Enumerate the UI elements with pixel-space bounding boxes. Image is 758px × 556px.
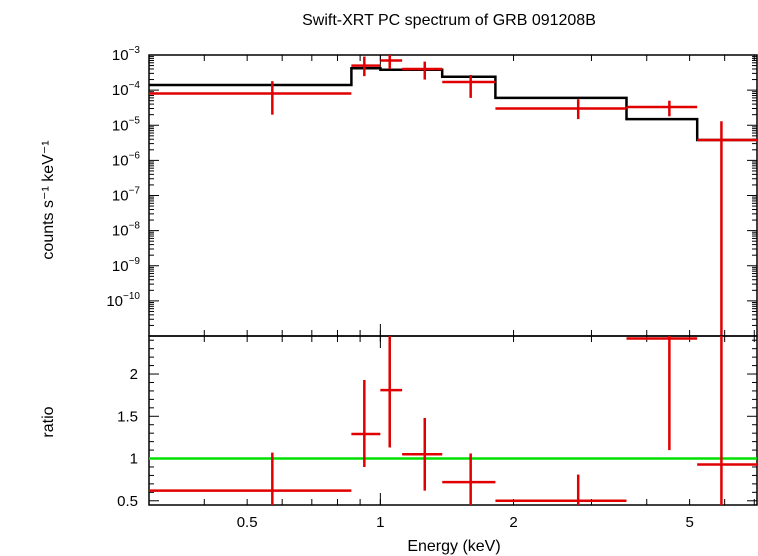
spectrum-frame [148, 54, 758, 337]
spectrum-model-line [149, 66, 757, 142]
spectrum-y-tick-label: 10−8 [112, 221, 141, 240]
spectrum-y-tick-label: 10−4 [112, 80, 141, 99]
ratio-y-axis-label: ratio [40, 406, 57, 437]
chart-title: Swift-XRT PC spectrum of GRB 091208B [302, 12, 596, 29]
spectrum-y-tick-label: 10−10 [106, 291, 140, 310]
spectrum-y-tick-label: 10−3 [112, 45, 141, 64]
spectrum-y-axis-label: counts s⁻¹ keV⁻¹ [40, 140, 57, 259]
x-tick-label: 1 [376, 514, 384, 531]
spectrum-y-tick-label: 10−9 [112, 256, 141, 275]
spectrum-y-tick-label: 10−5 [112, 115, 141, 134]
ratio-y-tick-label: 2 [130, 366, 138, 383]
x-tick-label: 5 [685, 514, 693, 531]
x-tick-label: 0.5 [237, 514, 258, 531]
spectrum-y-tick-label: 10−6 [112, 150, 141, 169]
x-tick-label: 2 [509, 514, 517, 531]
ratio-y-tick-label: 1 [130, 451, 138, 468]
x-axis-label: Energy (keV) [407, 538, 500, 555]
ratio-frame [148, 335, 758, 506]
spectrum-y-tick-label: 10−7 [112, 186, 141, 205]
ratio-panel: 0.5 1 1.5 2 0.5 1 2 5 [117, 335, 758, 531]
spectrum-panel: 10−3 10−4 10−5 10−6 10−7 10−8 10−9 10−10 [106, 45, 758, 337]
ratio-y-tick-label: 1.5 [117, 408, 138, 425]
ratio-y-tick-label: 0.5 [117, 493, 138, 510]
